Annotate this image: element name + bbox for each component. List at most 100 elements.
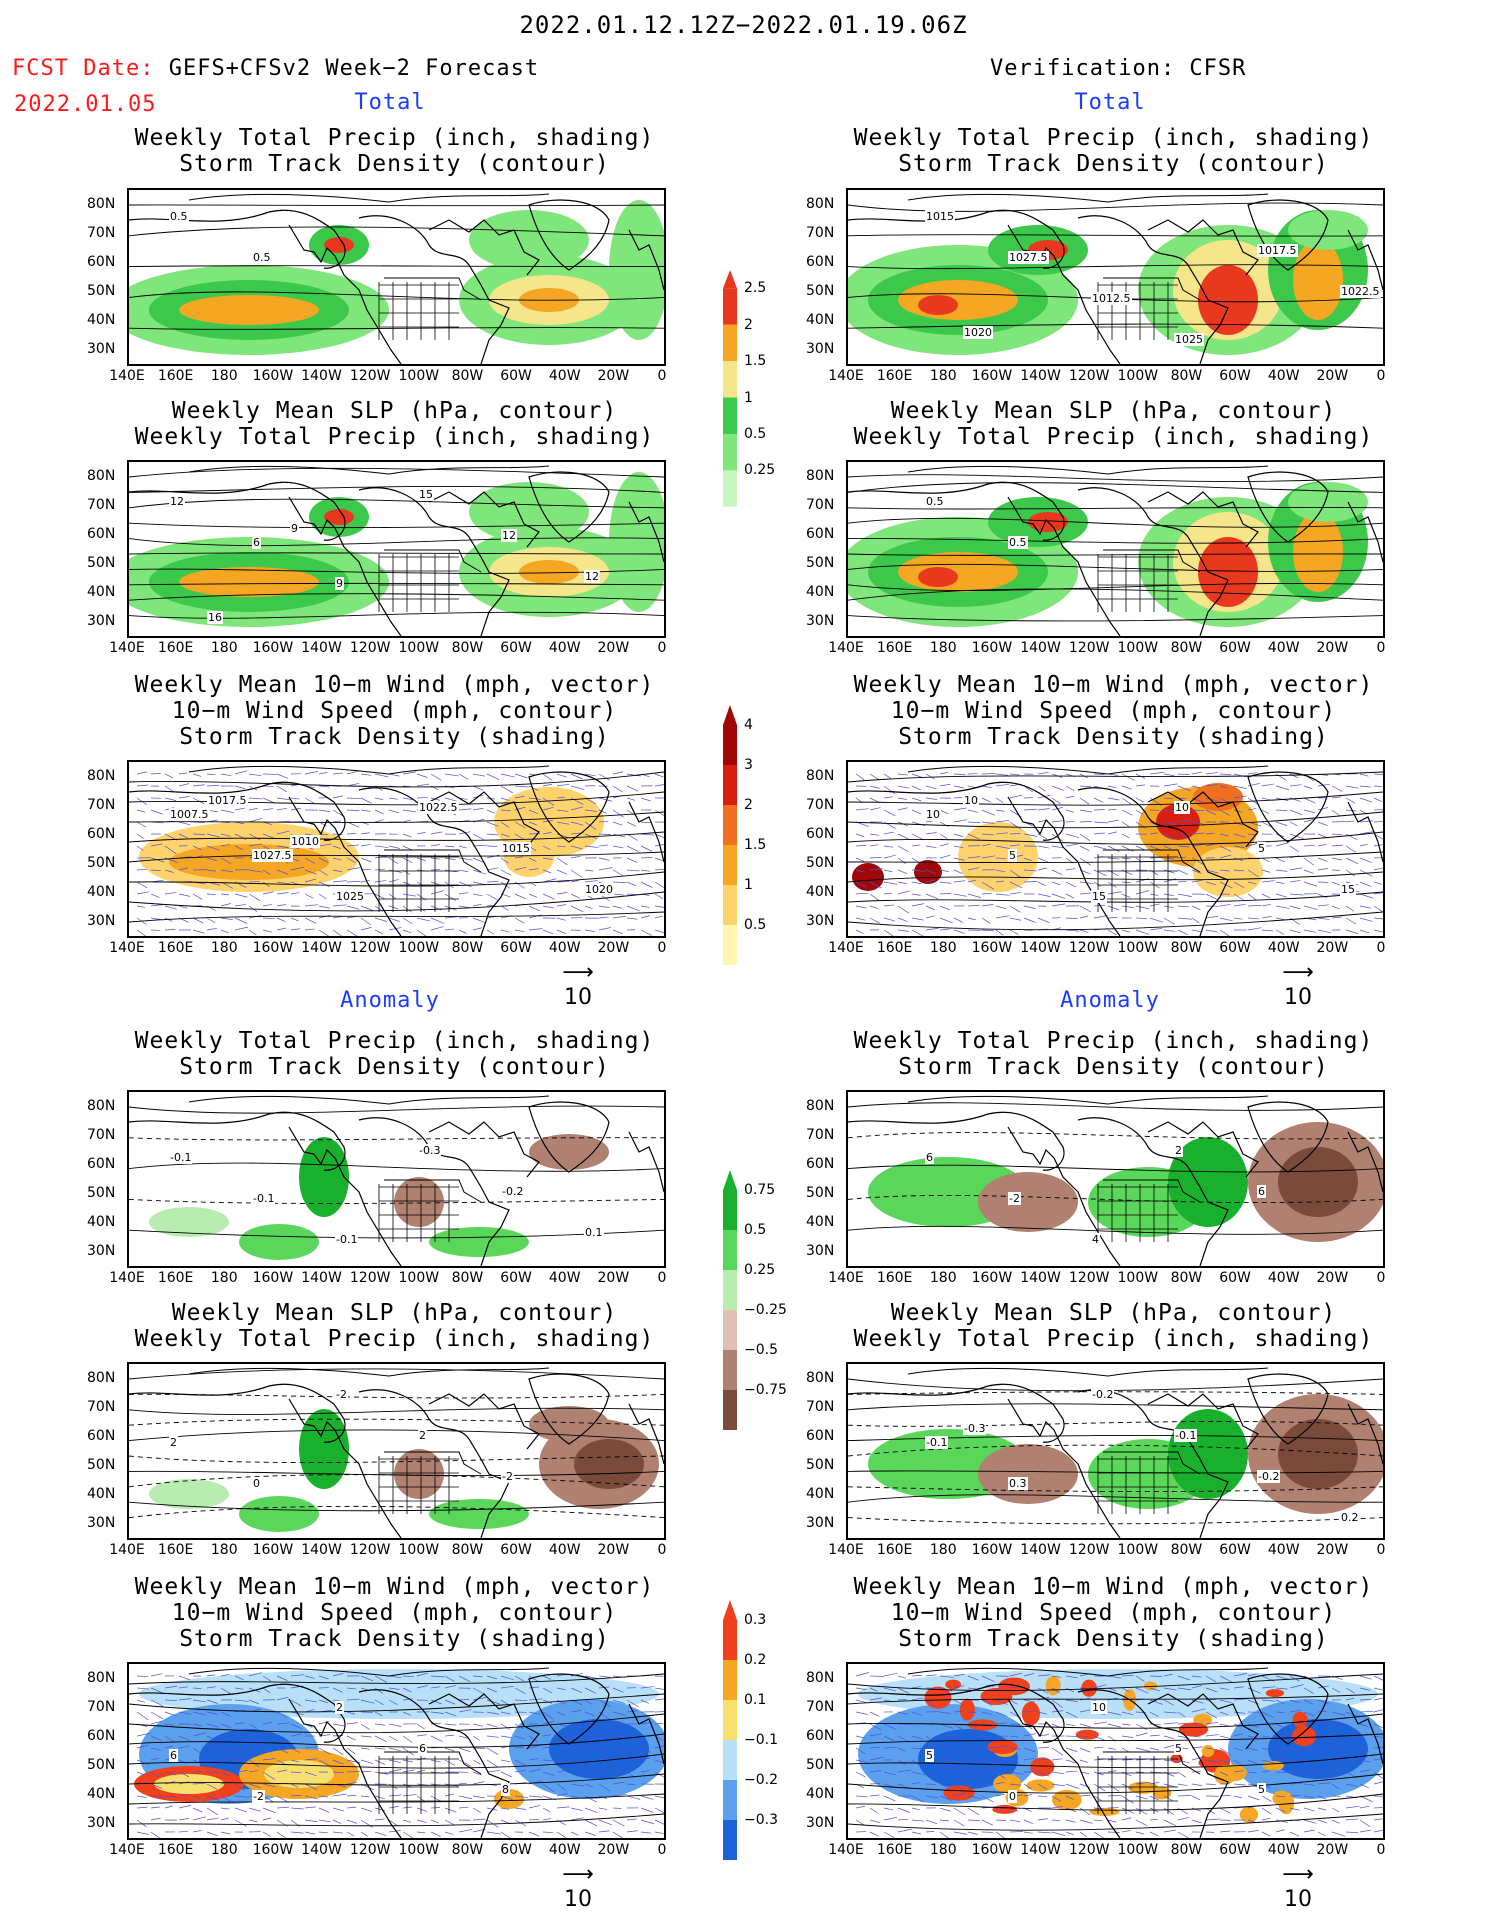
panel-title-slp-2: Weekly Total Precip (inch, shading)	[134, 1326, 655, 1352]
lon-tick: 160W	[252, 640, 294, 656]
panel-title-slp-1: Weekly Mean SLP (hPa, contour)	[171, 398, 618, 424]
contour-label: 0.2	[1340, 1511, 1360, 1524]
colorbar-label: 0.5	[744, 1222, 767, 1238]
colorbar-label: 0.3	[744, 1612, 767, 1628]
lon-tick: 100W	[1117, 940, 1159, 956]
lat-tick: 60N	[87, 526, 116, 542]
lon-tick: 160W	[971, 1842, 1013, 1858]
lat-tick: 30N	[87, 913, 116, 929]
lon-tick: 140W	[1020, 1542, 1061, 1558]
lat-tick: 70N	[806, 225, 835, 241]
contour-label: 10	[1091, 1701, 1107, 1714]
panel-title-wind-1: Weekly Mean 10−m Wind (mph, vector)	[853, 1574, 1374, 1600]
lat-tick: 40N	[87, 1486, 116, 1502]
fcst-date: 2022.01.05	[14, 92, 157, 117]
lon-tick: 180	[929, 1270, 957, 1286]
colorbar-label: 0.1	[744, 1692, 767, 1708]
lat-tick: 30N	[87, 1243, 116, 1259]
contour-label: 2	[335, 1701, 344, 1714]
lat-tick: 50N	[87, 555, 116, 571]
contour-label: 8	[501, 1783, 510, 1796]
lon-tick: 40W	[1267, 368, 1300, 384]
lon-tick: 160W	[971, 640, 1013, 656]
lon-tick: 140E	[828, 1270, 864, 1286]
lon-tick: 40W	[548, 1542, 581, 1558]
contour-label: 2	[169, 1436, 178, 1449]
lon-tick: 140W	[301, 640, 342, 656]
lon-tick: 80W	[1170, 368, 1203, 384]
lat-tick: 30N	[806, 913, 835, 929]
lat-tick: 40N	[806, 1486, 835, 1502]
panel-title-precip-track-2: Storm Track Density (contour)	[179, 1054, 610, 1080]
lon-tick: 120W	[1068, 1270, 1110, 1286]
lon-tick: 140E	[109, 1542, 145, 1558]
contour-label: 0.3	[1008, 1477, 1028, 1490]
lon-tick: 80W	[451, 640, 484, 656]
lon-tick: 60W	[500, 640, 532, 656]
lon-tick: 40W	[548, 1270, 581, 1286]
lon-tick: 80W	[451, 1842, 484, 1858]
map-canvas	[848, 1367, 1383, 1538]
lon-tick: 80W	[1170, 940, 1203, 956]
lon-tick: 80W	[451, 940, 484, 956]
lat-tick: 60N	[87, 1428, 116, 1444]
contour-label: 1020	[584, 883, 614, 896]
lon-tick: 120W	[349, 368, 391, 384]
contour-label: 5	[925, 1749, 934, 1762]
contour-label: -0.1	[925, 1436, 949, 1449]
lon-tick: 20W	[1316, 368, 1349, 384]
contour-label: 1027.5	[252, 849, 293, 862]
contour-label: -0.2	[1091, 1388, 1115, 1401]
lat-tick: 60N	[87, 1156, 116, 1172]
lat-tick: 30N	[87, 1515, 116, 1531]
lon-tick: 80W	[1170, 640, 1203, 656]
lon-tick: 140W	[1020, 640, 1061, 656]
lon-tick: 40W	[1267, 1842, 1300, 1858]
lat-tick: 60N	[87, 826, 116, 842]
lon-tick: 140W	[1020, 1842, 1061, 1858]
lon-tick: 0	[657, 640, 667, 656]
lon-tick: 40W	[548, 368, 581, 384]
contour-label: 10	[963, 794, 979, 807]
lon-tick: 160W	[252, 368, 294, 384]
lat-tick: 30N	[806, 613, 835, 629]
colorbar-label: −0.25	[744, 1302, 787, 1318]
lon-tick: 140E	[109, 1842, 145, 1858]
contour-label: 6	[252, 536, 261, 549]
lon-tick: 140W	[301, 1270, 342, 1286]
lon-tick: 140E	[109, 940, 145, 956]
lon-tick: 160W	[252, 940, 294, 956]
section-anomaly-right: Anomaly	[1060, 988, 1160, 1013]
lon-tick: 140W	[301, 1842, 342, 1858]
lon-tick: 180	[929, 368, 957, 384]
lon-tick: 40W	[548, 1842, 581, 1858]
map-panel-p1: 0.5 0.5	[127, 188, 666, 366]
lat-tick: 60N	[806, 526, 835, 542]
lon-tick: 60W	[1219, 640, 1251, 656]
lat-tick: 50N	[87, 1457, 116, 1473]
colorbar-track-total	[722, 705, 738, 989]
colorbar-track-anom	[722, 1600, 738, 1884]
contour-label: 15	[1340, 883, 1356, 896]
lon-tick: 20W	[1316, 1542, 1349, 1558]
lon-tick: 0	[657, 368, 667, 384]
contour-label: -2	[501, 1470, 514, 1483]
colorbar-label: −0.2	[744, 1772, 778, 1788]
lon-tick: 40W	[548, 940, 581, 956]
lat-tick: 40N	[87, 312, 116, 328]
lat-tick: 70N	[87, 797, 116, 813]
lon-tick: 80W	[1170, 1270, 1203, 1286]
lat-tick: 60N	[87, 1728, 116, 1744]
lon-tick: 160W	[971, 940, 1013, 956]
lon-tick: 100W	[398, 1842, 440, 1858]
lat-tick: 70N	[87, 1399, 116, 1415]
contour-label: -0.2	[501, 1185, 525, 1198]
lon-tick: 140E	[828, 1842, 864, 1858]
lon-tick: 140W	[301, 1542, 342, 1558]
lat-tick: 50N	[806, 855, 835, 871]
colorbar-label: 0.5	[744, 917, 767, 933]
vector-ref-4: ⟶ 10	[1282, 1862, 1314, 1912]
verification-label: Verification: CFSR	[990, 56, 1247, 81]
lat-tick: 70N	[806, 1699, 835, 1715]
lon-tick: 160E	[876, 940, 913, 956]
